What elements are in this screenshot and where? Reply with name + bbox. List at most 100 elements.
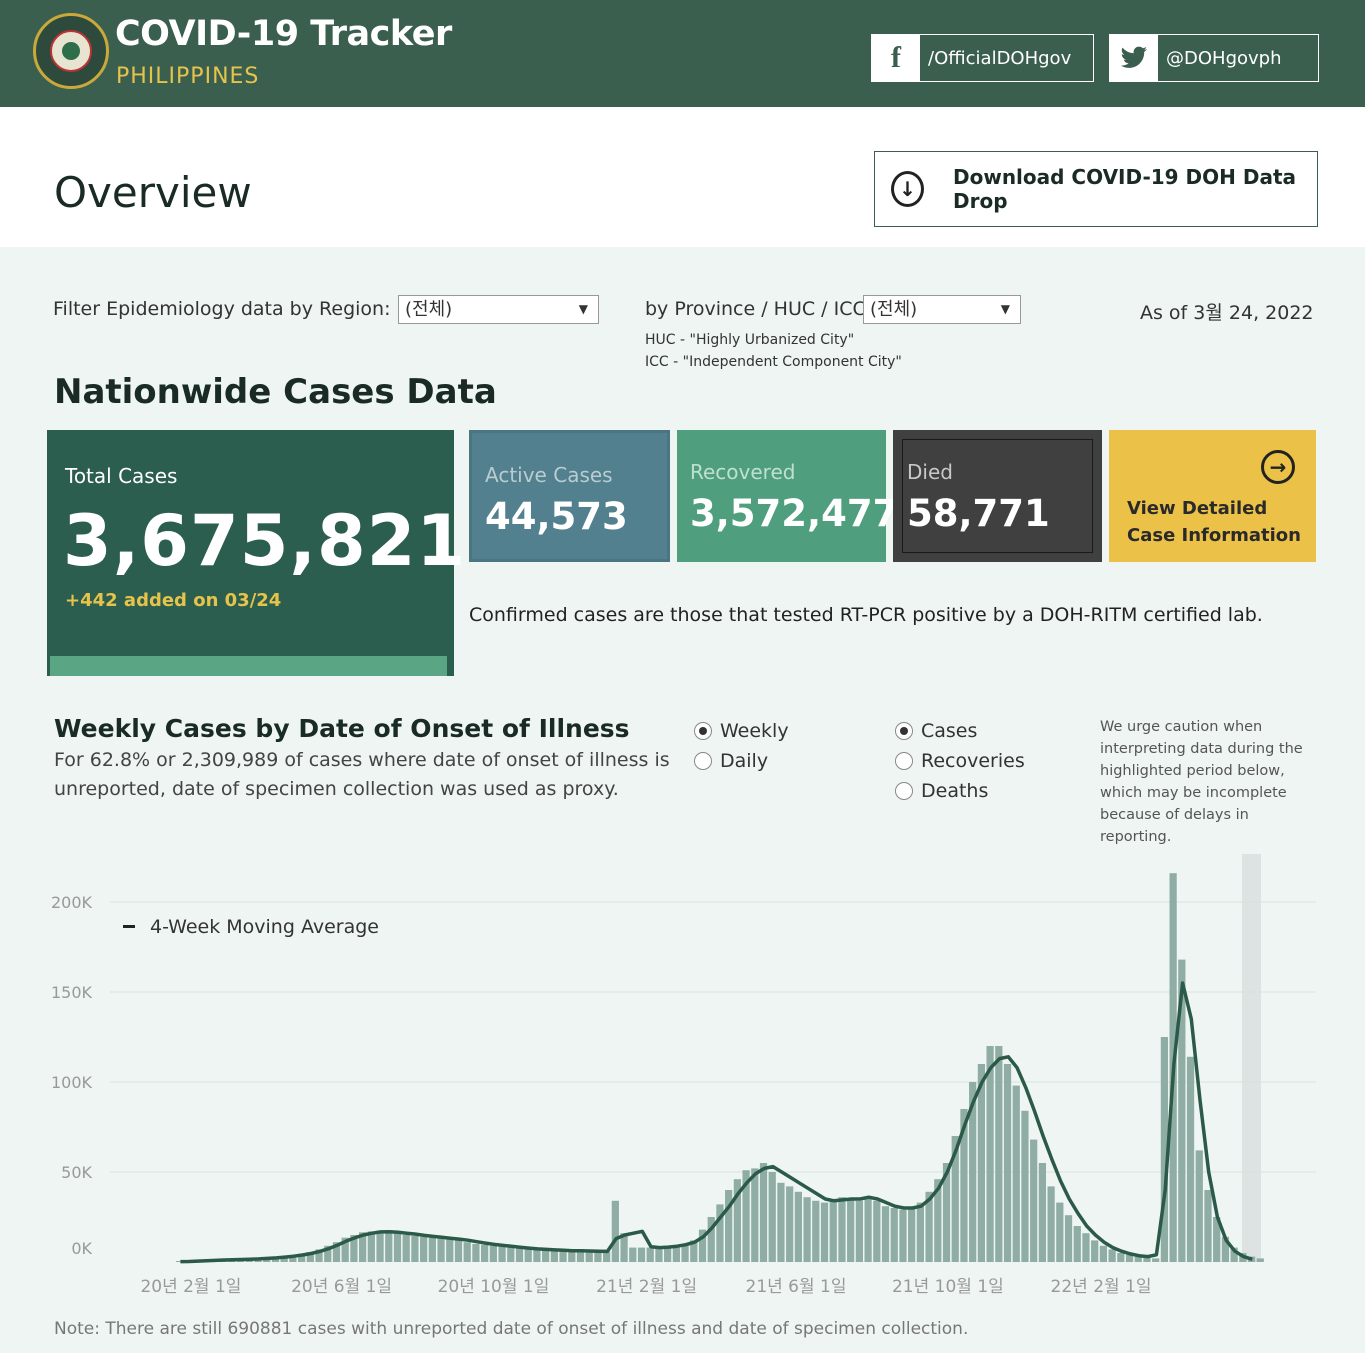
- weekly-bar[interactable]: [1030, 1139, 1038, 1262]
- weekly-bar[interactable]: [1073, 1226, 1081, 1262]
- weekly-bar[interactable]: [698, 1229, 707, 1262]
- active-cases-card[interactable]: Active Cases 44,573: [469, 430, 670, 562]
- weekly-bar[interactable]: [637, 1247, 646, 1262]
- weekly-bar[interactable]: [341, 1237, 349, 1262]
- radio-recoveries[interactable]: Recoveries: [895, 750, 1025, 772]
- weekly-bar[interactable]: [786, 1186, 794, 1262]
- weekly-bar[interactable]: [960, 1109, 968, 1262]
- weekly-bar[interactable]: [655, 1247, 663, 1262]
- weekly-bar[interactable]: [934, 1179, 942, 1262]
- weekly-bar[interactable]: [1038, 1163, 1046, 1262]
- weekly-bar[interactable]: [594, 1251, 602, 1262]
- weekly-bar[interactable]: [855, 1200, 863, 1262]
- weekly-bar[interactable]: [524, 1249, 532, 1262]
- weekly-bar[interactable]: [472, 1244, 480, 1262]
- weekly-bar[interactable]: [681, 1244, 689, 1262]
- weekly-bar[interactable]: [332, 1242, 341, 1262]
- weekly-bar[interactable]: [777, 1182, 785, 1262]
- weekly-bar[interactable]: [603, 1251, 611, 1262]
- weekly-bar[interactable]: [393, 1233, 402, 1262]
- weekly-bar[interactable]: [611, 1200, 619, 1262]
- weekly-bar[interactable]: [716, 1204, 724, 1262]
- weekly-bar[interactable]: [986, 1046, 994, 1262]
- weekly-bar[interactable]: [1108, 1249, 1116, 1262]
- weekly-bar[interactable]: [995, 1046, 1003, 1262]
- recovered-card[interactable]: Recovered 3,572,477: [677, 430, 898, 562]
- weekly-bar[interactable]: [969, 1082, 977, 1262]
- weekly-bar[interactable]: [533, 1249, 541, 1262]
- weekly-bar[interactable]: [176, 1261, 184, 1262]
- weekly-bar[interactable]: [446, 1239, 454, 1263]
- weekly-bar[interactable]: [280, 1256, 288, 1262]
- weekly-bar[interactable]: [873, 1200, 881, 1262]
- weekly-bar[interactable]: [847, 1199, 855, 1262]
- weekly-bar[interactable]: [367, 1231, 375, 1262]
- weekly-bar[interactable]: [498, 1246, 506, 1262]
- weekly-bar[interactable]: [803, 1197, 811, 1262]
- weekly-bar[interactable]: [742, 1170, 750, 1262]
- download-data-drop-button[interactable]: ↓ Download COVID-19 DOH Data Drop: [874, 151, 1318, 227]
- weekly-bar[interactable]: [420, 1236, 428, 1262]
- weekly-bar[interactable]: [298, 1253, 306, 1262]
- weekly-bar[interactable]: [1047, 1186, 1055, 1262]
- weekly-bar[interactable]: [672, 1245, 680, 1262]
- weekly-bar[interactable]: [1021, 1110, 1029, 1262]
- weekly-bar[interactable]: [568, 1251, 576, 1262]
- weekly-bar[interactable]: [908, 1208, 916, 1262]
- twitter-link[interactable]: @DOHgovph: [1109, 34, 1319, 82]
- weekly-bar[interactable]: [1204, 1190, 1212, 1262]
- view-detailed-card[interactable]: → View Detailed Case Information: [1109, 430, 1316, 562]
- weekly-bar[interactable]: [507, 1247, 515, 1262]
- weekly-bar[interactable]: [1256, 1258, 1264, 1262]
- weekly-bar[interactable]: [768, 1172, 776, 1262]
- weekly-bar[interactable]: [454, 1240, 463, 1262]
- weekly-bar[interactable]: [899, 1209, 907, 1262]
- weekly-bar[interactable]: [794, 1191, 802, 1262]
- weekly-bar[interactable]: [289, 1255, 297, 1262]
- weekly-bar[interactable]: [646, 1247, 654, 1262]
- weekly-bar[interactable]: [1213, 1217, 1221, 1262]
- died-card[interactable]: Died 58,771: [893, 430, 1102, 562]
- weekly-bar[interactable]: [315, 1249, 323, 1262]
- weekly-bar[interactable]: [550, 1250, 558, 1262]
- weekly-bar[interactable]: [489, 1245, 497, 1262]
- weekly-bar[interactable]: [1064, 1215, 1073, 1262]
- weekly-bar[interactable]: [977, 1064, 985, 1262]
- weekly-bar[interactable]: [690, 1240, 698, 1262]
- weekly-bar[interactable]: [951, 1136, 959, 1262]
- weekly-bar[interactable]: [1152, 1258, 1160, 1262]
- weekly-bar[interactable]: [733, 1179, 741, 1262]
- weekly-bar[interactable]: [812, 1200, 820, 1262]
- weekly-bar[interactable]: [350, 1235, 358, 1262]
- facebook-link[interactable]: f /OfficialDOHgov: [871, 34, 1094, 82]
- weekly-bar[interactable]: [585, 1251, 593, 1262]
- weekly-bar[interactable]: [402, 1235, 410, 1262]
- weekly-bar[interactable]: [1195, 1150, 1203, 1262]
- province-select[interactable]: (전체) ▼: [863, 295, 1021, 324]
- radio-cases[interactable]: Cases: [895, 720, 977, 742]
- weekly-bar[interactable]: [1099, 1245, 1108, 1262]
- weekly-bar[interactable]: [385, 1231, 393, 1262]
- weekly-bar[interactable]: [542, 1250, 550, 1262]
- radio-daily[interactable]: Daily: [694, 750, 768, 772]
- weekly-bar[interactable]: [1012, 1085, 1020, 1262]
- weekly-bar[interactable]: [437, 1238, 445, 1262]
- weekly-bar[interactable]: [1134, 1256, 1142, 1262]
- weekly-bar[interactable]: [1082, 1233, 1090, 1262]
- weekly-bar[interactable]: [306, 1252, 314, 1262]
- weekly-bar[interactable]: [1003, 1064, 1012, 1262]
- weekly-bar[interactable]: [751, 1168, 759, 1262]
- weekly-bar[interactable]: [359, 1232, 367, 1262]
- weekly-bar[interactable]: [1178, 959, 1186, 1262]
- region-select[interactable]: (전체) ▼: [398, 295, 599, 324]
- weekly-bar[interactable]: [942, 1163, 951, 1262]
- weekly-bar[interactable]: [759, 1163, 768, 1262]
- weekly-bar[interactable]: [1056, 1202, 1064, 1262]
- weekly-bar[interactable]: [620, 1233, 628, 1262]
- weekly-bar[interactable]: [1160, 1037, 1169, 1262]
- weekly-bar[interactable]: [1186, 1056, 1195, 1262]
- weekly-bar[interactable]: [1117, 1253, 1125, 1262]
- weekly-bar[interactable]: [629, 1247, 637, 1262]
- weekly-bar[interactable]: [324, 1245, 332, 1262]
